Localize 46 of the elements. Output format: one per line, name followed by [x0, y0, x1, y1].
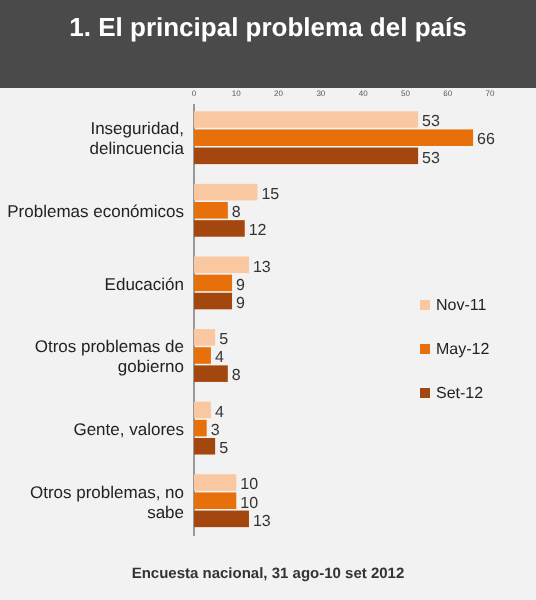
bar: [194, 256, 249, 274]
bar: [194, 202, 228, 219]
bar: [194, 401, 211, 419]
data-label: 4: [214, 402, 225, 421]
bar: [194, 510, 249, 528]
legend-label: Nov-11: [436, 296, 488, 314]
data-label: 53: [422, 112, 442, 131]
data-label: 8: [231, 366, 242, 385]
y-tick-label: Otros problemas de gobierno: [34, 336, 185, 377]
bar: [194, 437, 216, 455]
bar: [194, 183, 258, 201]
data-label: 8: [231, 203, 242, 222]
data-label: 5: [219, 439, 230, 458]
data-label: 13: [252, 511, 272, 530]
bar: [194, 419, 207, 437]
data-label: 3: [210, 420, 221, 439]
data-label: 9: [236, 293, 247, 312]
bar: [194, 220, 245, 237]
data-label: 5: [219, 330, 230, 349]
bar: [194, 111, 419, 128]
data-label: 10: [240, 475, 260, 494]
data-label: 15: [261, 184, 281, 203]
data-label: 66: [477, 130, 496, 149]
data-label: 12: [248, 221, 268, 240]
chart-title: 1. El principal problema del país: [69, 12, 467, 42]
y-tick-label: Inseguridad, delincuencia: [89, 118, 185, 159]
data-label: 4: [214, 348, 225, 367]
bar: [194, 292, 233, 310]
y-tick-label: Gente, valores: [73, 418, 184, 439]
bar: [194, 474, 237, 491]
bar: [194, 329, 216, 346]
data-label: 53: [422, 148, 442, 167]
bar: [194, 347, 211, 364]
bar: [194, 492, 237, 509]
y-tick-label: Problemas económicos: [7, 201, 184, 222]
data-label: 10: [240, 493, 260, 512]
bar: [194, 274, 233, 292]
bar: [194, 365, 228, 382]
data-label: 13: [252, 257, 272, 276]
data-label: 9: [236, 275, 247, 294]
legend-label: May-12: [436, 340, 491, 358]
bar: [194, 147, 419, 165]
legend-label: Set-12: [436, 384, 485, 402]
bar: [194, 129, 474, 146]
y-tick-label: Otros problemas, no sabe: [29, 481, 185, 522]
y-tick-label: Educación: [104, 273, 185, 294]
